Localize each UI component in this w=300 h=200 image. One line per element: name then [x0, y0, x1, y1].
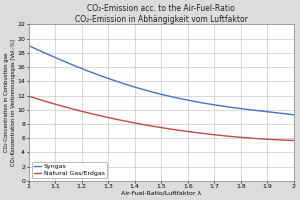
Natural Gas/Erdgas	[27, 95, 30, 97]
Syngas	[194, 100, 197, 103]
Line: Natural Gas/Erdgas: Natural Gas/Erdgas	[28, 96, 294, 140]
Syngas	[27, 44, 30, 47]
Natural Gas/Erdgas	[59, 105, 62, 107]
X-axis label: Air-Fuel-Ratio/Luftfaktor λ: Air-Fuel-Ratio/Luftfaktor λ	[121, 191, 201, 196]
Syngas	[218, 105, 222, 107]
Natural Gas/Erdgas	[132, 122, 135, 124]
Syngas	[113, 80, 117, 82]
Syngas	[132, 86, 135, 88]
Natural Gas/Erdgas	[194, 131, 197, 134]
Legend: Syngas, Natural Gas/Erdgas: Syngas, Natural Gas/Erdgas	[32, 162, 106, 178]
Title: CO₂-Emission acc. to the Air-Fuel-Ratio
CO₂-Emission in Abhängigkeit vom Luftfak: CO₂-Emission acc. to the Air-Fuel-Ratio …	[75, 4, 248, 24]
Natural Gas/Erdgas	[292, 139, 296, 142]
Natural Gas/Erdgas	[113, 118, 117, 120]
Syngas	[292, 114, 296, 116]
Syngas	[59, 59, 62, 61]
Natural Gas/Erdgas	[218, 134, 222, 137]
Y-axis label: CO₂-Concentration in Combustion gas
CO₂-Konzentration im Verbrennungsgas [Vol.-%: CO₂-Concentration in Combustion gas CO₂-…	[4, 39, 16, 166]
Syngas	[220, 105, 223, 107]
Line: Syngas: Syngas	[28, 46, 294, 115]
Natural Gas/Erdgas	[220, 134, 223, 137]
